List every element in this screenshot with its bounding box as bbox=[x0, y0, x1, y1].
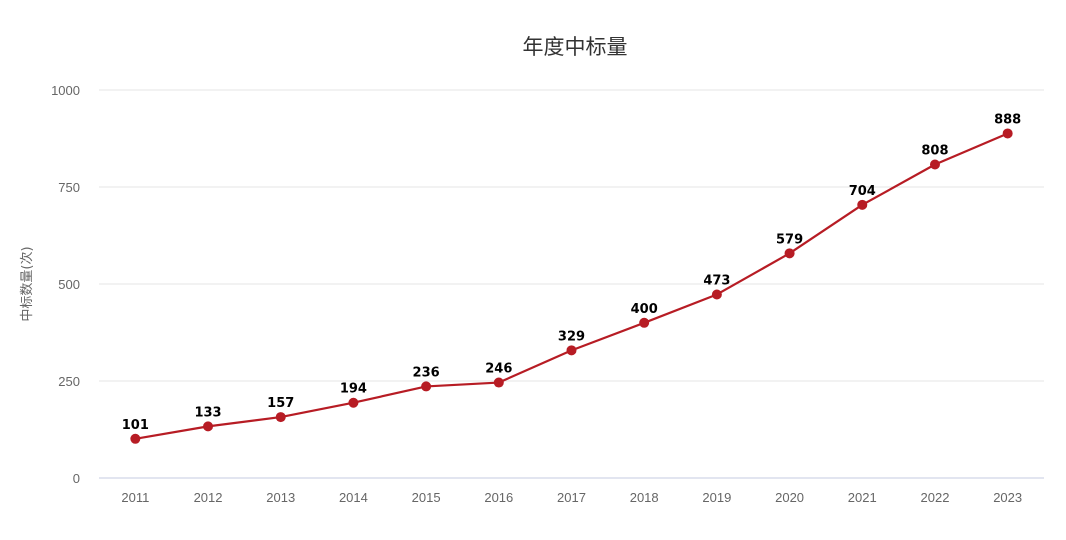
y-axis-label: 中标数量(次) bbox=[19, 246, 35, 321]
data-point bbox=[203, 421, 214, 432]
data-label: 704 bbox=[849, 184, 876, 199]
data-point bbox=[929, 159, 940, 170]
x-tick-label: 2012 bbox=[194, 490, 223, 505]
data-label: 888 bbox=[994, 112, 1021, 127]
x-tick-label: 2022 bbox=[921, 490, 950, 505]
x-tick-label: 2020 bbox=[775, 490, 804, 505]
x-axis-ticks: 2011 2012 2013 2014 2015 2016 2017 2018 2019 2020… bbox=[121, 490, 1022, 505]
chart-title: 年度中标量 bbox=[523, 35, 628, 59]
series-group bbox=[130, 128, 1013, 444]
y-axis-ticks: 0 250 500 750 1000 bbox=[51, 83, 80, 486]
x-tick-label: 2021 bbox=[848, 490, 877, 505]
x-tick-label: 2019 bbox=[702, 490, 731, 505]
data-label: 157 bbox=[267, 396, 294, 411]
data-point bbox=[275, 412, 286, 423]
data-point bbox=[348, 397, 359, 408]
x-tick-label: 2014 bbox=[339, 490, 368, 505]
x-tick-label: 2015 bbox=[412, 490, 441, 505]
data-point bbox=[784, 248, 795, 259]
data-label: 194 bbox=[340, 382, 367, 397]
data-label: 579 bbox=[776, 232, 803, 247]
series-line bbox=[135, 132, 1009, 440]
data-label: 473 bbox=[703, 273, 730, 288]
x-tick-label: 2023 bbox=[993, 490, 1022, 505]
y-tick-label: 0 bbox=[73, 471, 80, 486]
x-tick-label: 2013 bbox=[266, 490, 295, 505]
data-label: 133 bbox=[194, 405, 221, 420]
data-point bbox=[493, 377, 504, 388]
data-point bbox=[857, 199, 868, 210]
data-point bbox=[566, 345, 577, 356]
y-tick-label: 750 bbox=[58, 180, 80, 195]
data-point bbox=[639, 317, 650, 328]
data-point bbox=[421, 381, 432, 392]
data-label: 236 bbox=[413, 365, 440, 380]
data-label: 329 bbox=[558, 329, 585, 344]
x-tick-label: 2017 bbox=[557, 490, 586, 505]
x-tick-label: 2018 bbox=[630, 490, 659, 505]
data-label: 400 bbox=[631, 302, 658, 317]
x-tick-label: 2011 bbox=[121, 490, 149, 505]
y-tick-label: 500 bbox=[58, 277, 80, 292]
x-tick-label: 2016 bbox=[484, 490, 513, 505]
data-point bbox=[711, 289, 722, 300]
y-tick-label: 1000 bbox=[51, 83, 80, 98]
y-tick-label: 250 bbox=[58, 374, 80, 389]
data-label: 808 bbox=[921, 143, 948, 158]
data-point bbox=[130, 433, 141, 444]
data-labels: 101 133 157 194 236 246 329 400 473 579 704 808 888 bbox=[122, 112, 1021, 432]
gridlines bbox=[99, 89, 1044, 479]
data-label: 246 bbox=[485, 362, 512, 377]
data-label: 101 bbox=[122, 418, 149, 433]
data-point bbox=[1002, 128, 1013, 139]
